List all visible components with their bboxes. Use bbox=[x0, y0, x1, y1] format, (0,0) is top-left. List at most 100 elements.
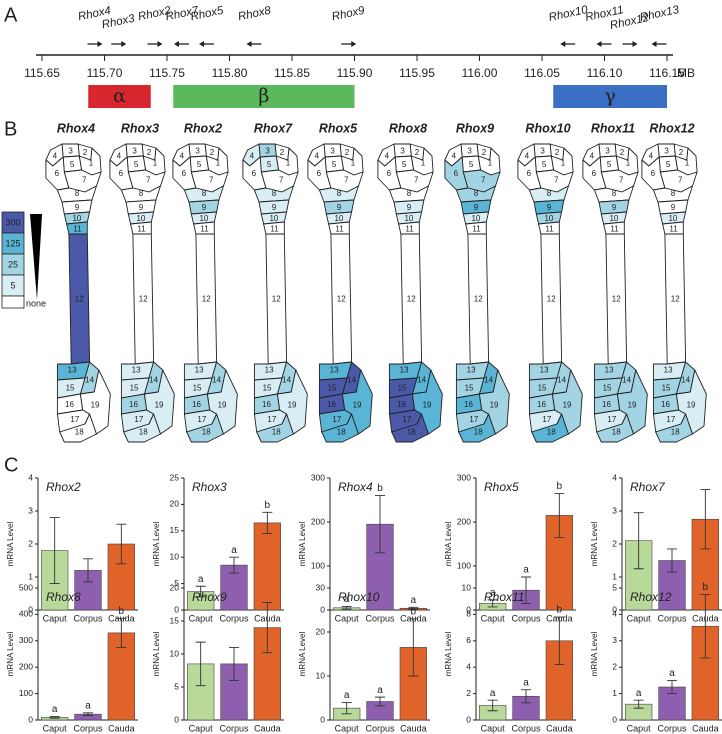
segment-label: 4 bbox=[180, 152, 185, 161]
arrow-head bbox=[651, 41, 657, 47]
segment-label: 2 bbox=[345, 148, 350, 157]
segment-label: 15 bbox=[465, 384, 474, 393]
segment-label: 19 bbox=[490, 400, 499, 409]
segment-label: 13 bbox=[664, 366, 673, 375]
segment-label: 3 bbox=[330, 146, 335, 155]
significance-label: a bbox=[344, 690, 350, 701]
cluster-box bbox=[173, 85, 355, 108]
x-tick-label: Caput bbox=[189, 723, 214, 733]
segment-label: 8 bbox=[272, 189, 277, 198]
x-tick-label: Corpus bbox=[657, 613, 687, 623]
segment-label: 9 bbox=[407, 203, 412, 212]
segment-label: 18 bbox=[671, 427, 680, 436]
cluster-label: α bbox=[113, 85, 126, 107]
significance-label: a bbox=[52, 704, 58, 715]
x-tick-label: Caput bbox=[43, 723, 68, 733]
axis-unit: MB bbox=[677, 66, 695, 80]
segment-label: 5 bbox=[267, 160, 272, 169]
segment-label: 11 bbox=[472, 225, 481, 234]
segment-label: 17 bbox=[197, 415, 206, 424]
segment-label: 10 bbox=[668, 214, 677, 223]
arrow-head bbox=[560, 41, 566, 47]
segment-label: 11 bbox=[610, 225, 619, 234]
segment-label: 2 bbox=[620, 148, 625, 157]
legend-label: 5 bbox=[10, 280, 15, 290]
cluster-box bbox=[88, 85, 151, 108]
map-title: Rhox4 bbox=[57, 121, 95, 135]
segment-label: 13 bbox=[605, 366, 614, 375]
segment-label: 5 bbox=[607, 160, 612, 169]
y-axis-label: mRNA Level bbox=[590, 632, 599, 677]
segment-label: 15 bbox=[603, 384, 612, 393]
segment-label: 19 bbox=[687, 400, 696, 409]
segment-label: 11 bbox=[545, 225, 554, 234]
segment-label: 12 bbox=[547, 295, 556, 304]
x-tick-label: 116.00 bbox=[462, 66, 498, 80]
x-tick-label: Caput bbox=[481, 613, 506, 623]
segment-label: 6 bbox=[454, 169, 459, 178]
arrow-head bbox=[174, 41, 179, 47]
segment-label: 9 bbox=[474, 203, 479, 212]
panel-label: B bbox=[4, 118, 17, 140]
cluster-label: β bbox=[258, 85, 269, 107]
segment-label: 5 bbox=[197, 160, 202, 169]
chart-title: Rhox8 bbox=[46, 590, 81, 604]
chart-title: Rhox11 bbox=[484, 590, 524, 604]
arrow-head bbox=[157, 41, 163, 47]
x-tick-label: Cauda bbox=[400, 723, 427, 733]
segment-label: 14 bbox=[85, 375, 94, 384]
y-tick-label: 3 bbox=[612, 635, 617, 645]
segment-label: 9 bbox=[547, 203, 552, 212]
y-tick-label: 10 bbox=[170, 648, 180, 658]
error-bar bbox=[229, 556, 239, 574]
segment-label: 5 bbox=[70, 160, 75, 169]
x-tick-label: 115.85 bbox=[274, 66, 310, 80]
y-tick-label: 2 bbox=[612, 661, 617, 671]
segment-label: 1 bbox=[216, 159, 221, 168]
error-bar bbox=[633, 512, 644, 570]
map-title: Rhox3 bbox=[121, 121, 159, 135]
segment-label: 8 bbox=[337, 189, 342, 198]
y-axis-label: mRNA Level bbox=[298, 522, 307, 567]
gene-label: Rhox8 bbox=[237, 5, 273, 24]
x-tick-label: Cauda bbox=[692, 723, 719, 733]
segment-label: 3 bbox=[132, 146, 137, 155]
y-tick-label: 8 bbox=[466, 609, 471, 619]
segment-label: 1 bbox=[89, 159, 94, 168]
y-tick-label: 100 bbox=[457, 560, 471, 570]
segment-label: 6 bbox=[182, 169, 187, 178]
y-tick-label: 10 bbox=[462, 582, 472, 592]
segment-label: 7 bbox=[146, 175, 151, 184]
segment-label: 16 bbox=[192, 400, 201, 409]
segment bbox=[206, 369, 238, 435]
segment-label: 7 bbox=[344, 175, 349, 184]
segment-label: 12 bbox=[407, 295, 416, 304]
legend-label: none bbox=[26, 298, 46, 308]
error-bar bbox=[375, 696, 385, 707]
y-tick-label: 300 bbox=[311, 472, 325, 482]
chart-title: Rhox3 bbox=[192, 480, 227, 494]
segment-label: 18 bbox=[139, 427, 148, 436]
segment-label: 16 bbox=[661, 400, 670, 409]
segment-label: 17 bbox=[666, 415, 675, 424]
error-bar bbox=[487, 599, 498, 608]
y-tick-label: 20 bbox=[316, 626, 326, 636]
significance-label: a bbox=[636, 688, 642, 699]
segment-label: 13 bbox=[540, 366, 549, 375]
segment-label: 2 bbox=[482, 148, 487, 157]
segment-label: 13 bbox=[132, 366, 141, 375]
x-tick-label: Corpus bbox=[73, 723, 103, 733]
segment-label: 17 bbox=[607, 415, 616, 424]
segment-label: 9 bbox=[671, 203, 676, 212]
x-tick-label: Corpus bbox=[219, 723, 249, 733]
segment-label: 6 bbox=[317, 169, 322, 178]
significance-label: a bbox=[377, 685, 383, 696]
significance-label: a bbox=[523, 565, 529, 576]
segment-label: 7 bbox=[481, 175, 486, 184]
segment-label: 16 bbox=[262, 400, 271, 409]
segment-label: 9 bbox=[202, 203, 207, 212]
significance-label: b bbox=[557, 481, 563, 492]
significance-label: a bbox=[490, 688, 496, 699]
error-bar bbox=[554, 616, 565, 666]
error-bar bbox=[262, 602, 273, 654]
